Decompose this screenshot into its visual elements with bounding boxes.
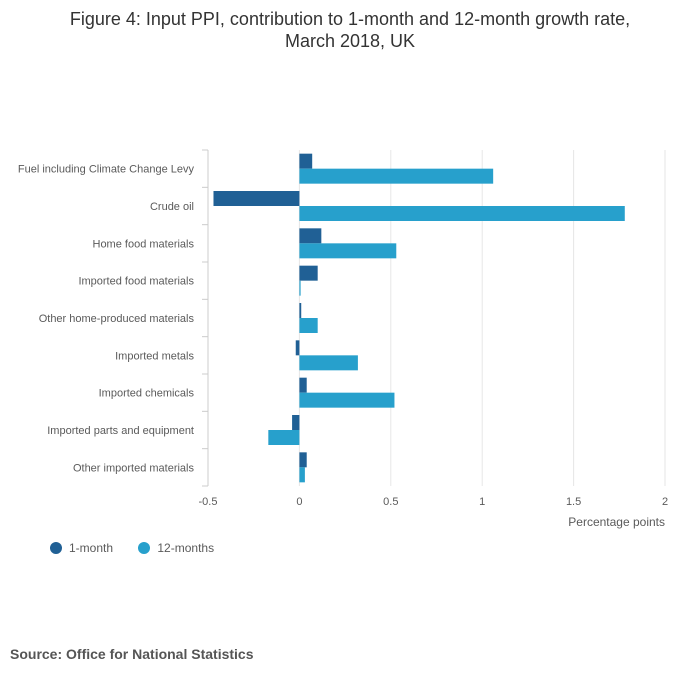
category-label-4: Other home-produced materials: [39, 313, 195, 325]
bar-1-month-3: [299, 265, 318, 281]
bar-1-month-6: [299, 377, 307, 393]
bar-12-months-4: [299, 318, 318, 333]
bar-12-months-6: [299, 392, 395, 408]
bar-12-months-5: [299, 355, 358, 371]
bar-1-month-7: [292, 415, 300, 430]
legend-label-1-month: 1-month: [69, 541, 114, 555]
category-label-5: Imported metals: [115, 350, 194, 362]
legend-item-12-months[interactable]: 12-months: [138, 541, 214, 555]
bar-12-months-2: [299, 243, 397, 259]
legend-swatch-12-months: [138, 542, 151, 554]
x-tick-label-1: 0: [296, 496, 302, 508]
chart-title-line-1: Figure 4: Input PPI, contribution to 1-m…: [69, 9, 631, 29]
legend-item-1-month[interactable]: 1-month: [50, 541, 113, 555]
legend-label-12-months: 12-months: [157, 541, 215, 555]
bar-12-months-8: [299, 467, 305, 483]
bar-12-months-7: [268, 430, 300, 445]
bar-1-month-4: [299, 303, 302, 318]
x-axis-title: Percentage points: [568, 515, 665, 529]
bar-1-month-5: [295, 340, 300, 356]
x-tick-label-5: 2: [662, 496, 668, 508]
bar-1-month-0: [299, 153, 313, 169]
x-tick-label-2: 0.5: [383, 496, 398, 508]
category-label-6: Imported chemicals: [99, 388, 195, 400]
bar-12-months-0: [299, 168, 494, 184]
bar-1-month-1: [213, 191, 300, 206]
category-label-1: Crude oil: [150, 201, 194, 213]
x-tick-label-0: -0.5: [199, 496, 218, 508]
bar-1-month-2: [299, 228, 322, 244]
x-tick-label-3: 1: [479, 496, 485, 508]
category-label-3: Imported food materials: [78, 276, 194, 288]
bar-12-months-1: [299, 206, 625, 221]
category-label-0: Fuel including Climate Change Levy: [18, 164, 195, 176]
category-label-2: Home food materials: [93, 238, 195, 250]
bar-12-months-3: [299, 280, 301, 296]
chart-title: Figure 4: Input PPI, contribution to 1-m…: [0, 8, 700, 52]
source-note: Source: Office for National Statistics: [10, 646, 254, 662]
category-label-8: Other imported materials: [73, 462, 195, 474]
x-tick-label-4: 1.5: [566, 496, 581, 508]
legend-swatch-1-month: [50, 542, 62, 554]
category-label-7: Imported parts and equipment: [47, 425, 194, 437]
chart-title-line-2: March 2018, UK: [284, 31, 416, 51]
legend: 1-month 12-months: [50, 541, 236, 557]
bar-1-month-8: [299, 452, 307, 468]
